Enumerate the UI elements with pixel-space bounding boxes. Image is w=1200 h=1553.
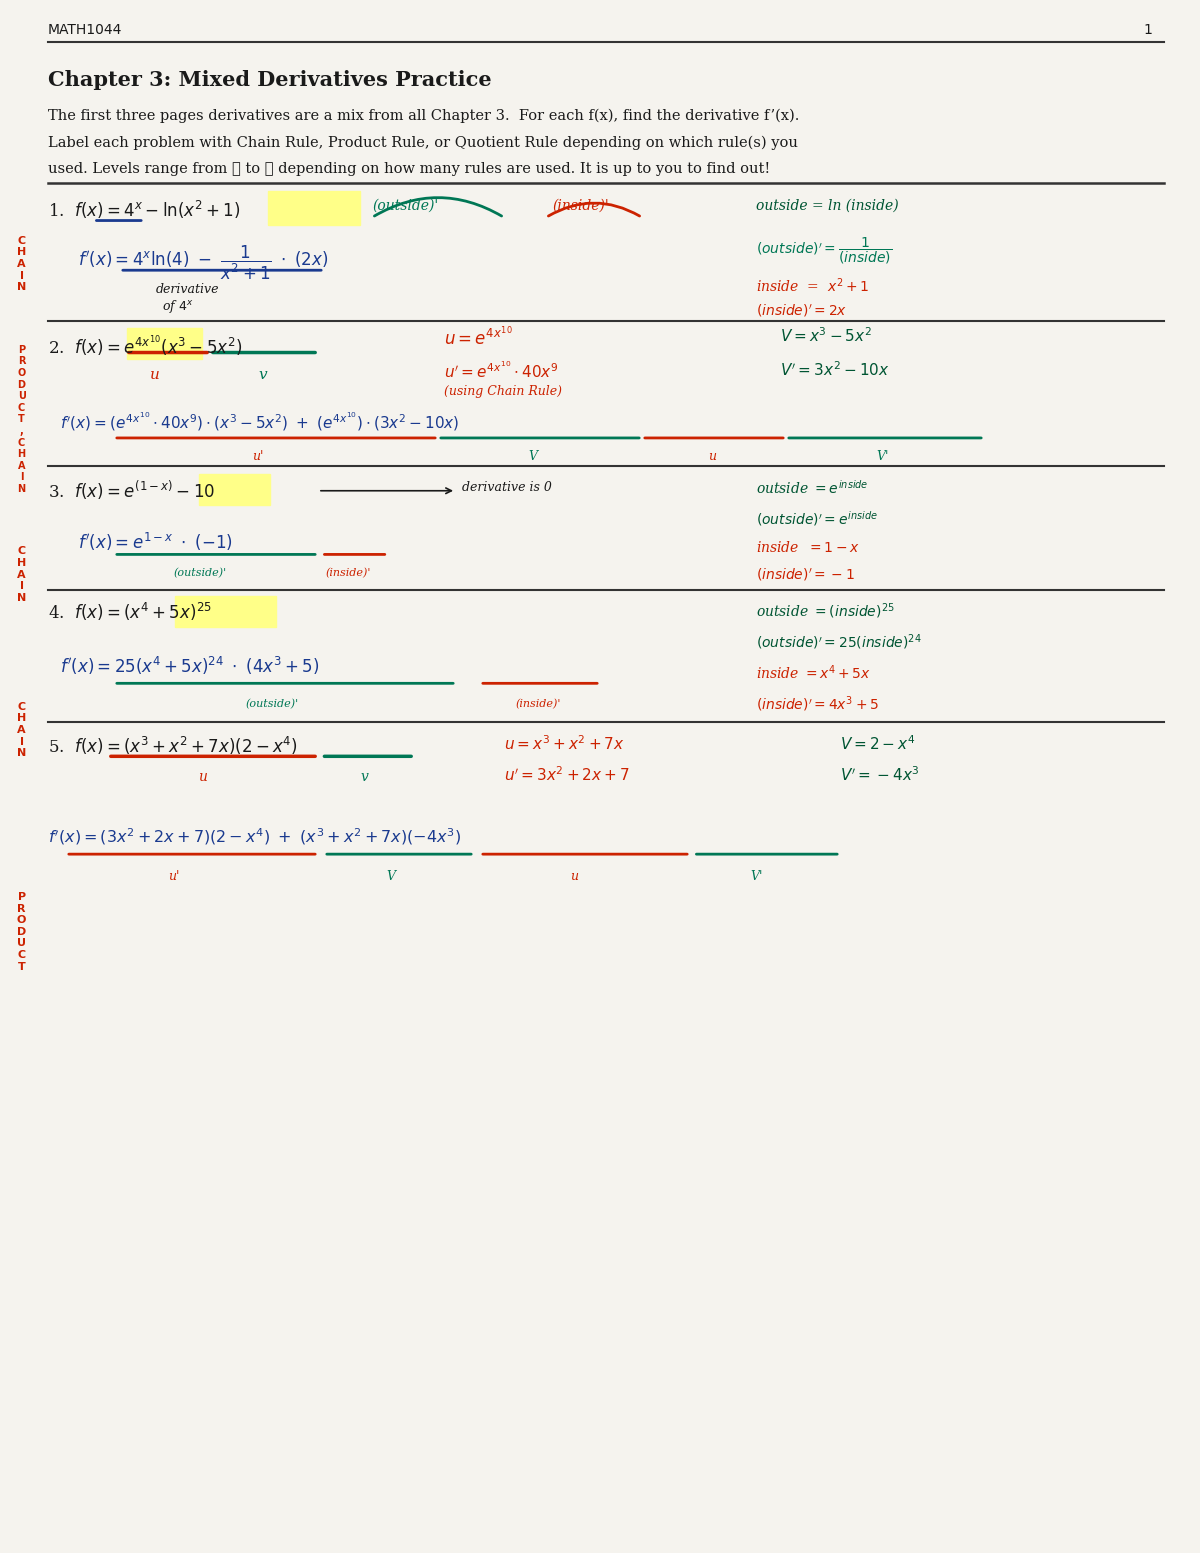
Text: $f'(x) = 4^x \ln(4)\ -\ \dfrac{1}{x^2+1}\ \cdot\ (2x)$: $f'(x) = 4^x \ln(4)\ -\ \dfrac{1}{x^2+1}… [78, 244, 329, 283]
Text: $f'(x) = \left(3x^2+2x+7\right)\left(2-x^4\right)\ +\ \left(x^3+x^2+7x\right)\le: $f'(x) = \left(3x^2+2x+7\right)\left(2-x… [48, 826, 461, 846]
Text: C
H
A
I
N: C H A I N [17, 702, 26, 758]
Text: derivative is 0: derivative is 0 [462, 481, 552, 494]
Text: The first three pages derivatives are a mix from all Chapter 3.  For each f(x), : The first three pages derivatives are a … [48, 109, 799, 123]
Text: $u = x^3+x^2+7x$: $u = x^3+x^2+7x$ [504, 735, 625, 753]
Text: $u' = e^{4x^{10}} \cdot 40x^9$: $u' = e^{4x^{10}} \cdot 40x^9$ [444, 360, 558, 380]
Text: (inside)': (inside)' [325, 568, 371, 579]
Text: u: u [570, 870, 578, 882]
Text: Label each problem with Chain Rule, Product Rule, or Quotient Rule depending on : Label each problem with Chain Rule, Prod… [48, 135, 798, 149]
Text: inside  $= 1-x$: inside $= 1-x$ [756, 540, 860, 556]
Text: (inside)': (inside)' [516, 699, 562, 710]
FancyBboxPatch shape [268, 191, 360, 225]
Text: outside $= (inside)^{25}$: outside $= (inside)^{25}$ [756, 601, 895, 621]
Text: v: v [258, 368, 266, 382]
Text: (outside)': (outside)' [372, 199, 438, 213]
FancyBboxPatch shape [127, 328, 202, 359]
Text: (inside)': (inside)' [552, 199, 608, 213]
Text: outside = ln (inside): outside = ln (inside) [756, 199, 899, 213]
Text: u: u [150, 368, 160, 382]
Text: used. Levels range from ✏ to 📱 depending on how many rules are used. It is up to: used. Levels range from ✏ to 📱 depending… [48, 162, 770, 175]
Text: $(inside)' = 2x$: $(inside)' = 2x$ [756, 303, 847, 318]
Text: u': u' [168, 870, 179, 882]
Text: $u' = 3x^2+2x+7$: $u' = 3x^2+2x+7$ [504, 766, 630, 784]
Text: $(outside)' = e^{inside}$: $(outside)' = e^{inside}$ [756, 509, 877, 528]
Text: $(outside)' = 25(inside)^{24}$: $(outside)' = 25(inside)^{24}$ [756, 632, 922, 652]
Text: V: V [528, 450, 538, 463]
Text: C
H
A
I
N: C H A I N [17, 547, 26, 603]
Text: $(outside)' = \dfrac{1}{(inside)}$: $(outside)' = \dfrac{1}{(inside)}$ [756, 236, 892, 267]
Text: (outside)': (outside)' [246, 699, 299, 710]
Text: $(inside)' = 4x^3+5$: $(inside)' = 4x^3+5$ [756, 694, 880, 714]
Text: $V = 2-x^4$: $V = 2-x^4$ [840, 735, 916, 753]
Text: $V = x^3-5x^2$: $V = x^3-5x^2$ [780, 326, 872, 345]
Text: v: v [360, 770, 368, 784]
Text: 2.  $f(x) = e^{4x^{10}}(x^3-5x^2)$: 2. $f(x) = e^{4x^{10}}(x^3-5x^2)$ [48, 334, 242, 359]
Text: $V' = -4x^3$: $V' = -4x^3$ [840, 766, 919, 784]
Text: inside  =  $x^2+1$: inside = $x^2+1$ [756, 276, 869, 295]
Text: u: u [198, 770, 206, 784]
Text: V: V [386, 870, 396, 882]
Text: P
R
O
D
U
C
T
,
C
H
A
I
N: P R O D U C T , C H A I N [18, 345, 25, 494]
FancyBboxPatch shape [199, 474, 270, 505]
Text: V': V' [876, 450, 888, 463]
Text: 1: 1 [1144, 23, 1152, 37]
Text: $f'(x) = 25\left(x^4+5x\right)^{24}\ \cdot\ \left(4x^3+5\right)$: $f'(x) = 25\left(x^4+5x\right)^{24}\ \cd… [60, 655, 319, 677]
Text: C
H
A
I
N: C H A I N [17, 236, 26, 292]
Text: $u = e^{4x^{10}}$: $u = e^{4x^{10}}$ [444, 326, 512, 349]
Text: 1.  $f(x) = 4^x - \ln(x^2+1)$: 1. $f(x) = 4^x - \ln(x^2+1)$ [48, 199, 240, 221]
Text: $f'(x) = e^{1-x}\ \cdot\ (-1)$: $f'(x) = e^{1-x}\ \cdot\ (-1)$ [78, 531, 233, 553]
Text: u': u' [252, 450, 263, 463]
Text: derivative: derivative [156, 283, 220, 295]
Text: $f'(x) = \left(e^{4x^{10}} \cdot 40x^9\right)\cdot\left(x^3-5x^2\right)\ +\ \lef: $f'(x) = \left(e^{4x^{10}} \cdot 40x^9\r… [60, 410, 460, 433]
FancyBboxPatch shape [175, 596, 276, 627]
Text: 5.  $f(x) = (x^3+x^2+7x)(2-x^4)$: 5. $f(x) = (x^3+x^2+7x)(2-x^4)$ [48, 735, 298, 756]
Text: outside $= e^{inside}$: outside $= e^{inside}$ [756, 478, 869, 497]
Text: inside $= x^4+5x$: inside $= x^4+5x$ [756, 663, 871, 682]
Text: (outside)': (outside)' [174, 568, 227, 579]
Text: (using Chain Rule): (using Chain Rule) [444, 385, 562, 398]
Text: 3.  $f(x) = e^{(1-x)} - 10$: 3. $f(x) = e^{(1-x)} - 10$ [48, 478, 215, 502]
Text: $(inside)' = -1$: $(inside)' = -1$ [756, 567, 854, 582]
Text: $V' = 3x^2-10x$: $V' = 3x^2-10x$ [780, 360, 889, 379]
Text: 4.  $f(x) = (x^4+5x)^{25}$: 4. $f(x) = (x^4+5x)^{25}$ [48, 601, 211, 623]
Text: of $4^x$: of $4^x$ [162, 298, 193, 315]
Text: u: u [708, 450, 716, 463]
Text: Chapter 3: Mixed Derivatives Practice: Chapter 3: Mixed Derivatives Practice [48, 70, 492, 90]
Text: V': V' [750, 870, 762, 882]
Text: MATH1044: MATH1044 [48, 23, 122, 37]
Text: P
R
O
D
U
C
T: P R O D U C T [17, 891, 26, 972]
